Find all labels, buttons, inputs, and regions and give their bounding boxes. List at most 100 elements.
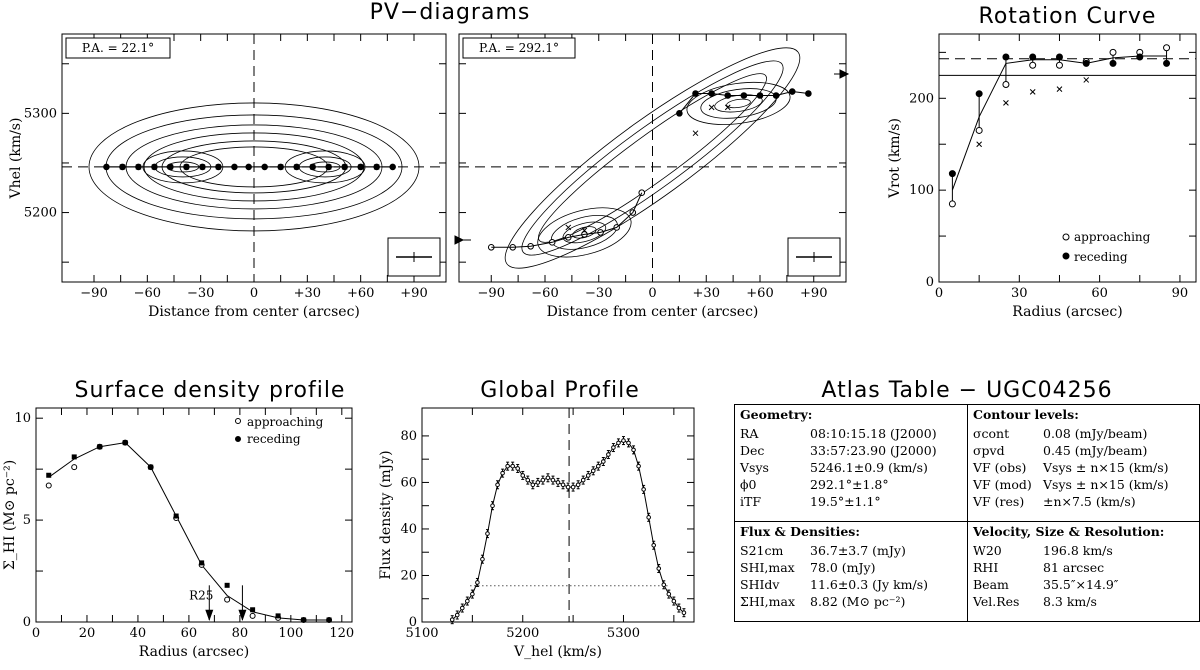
gp-point bbox=[515, 466, 521, 471]
gp-point bbox=[545, 475, 551, 481]
table-row: RA 08:10:15.18 (J2000) bbox=[740, 426, 937, 443]
velocity-heading: Velocity, Size & Resolution: bbox=[973, 524, 1165, 539]
pv2-curve bbox=[491, 192, 643, 248]
sd-legend-approaching: approaching bbox=[247, 415, 324, 429]
rot-receding-point bbox=[1109, 59, 1117, 67]
rot-approaching-point bbox=[975, 126, 983, 134]
rot-approaching-point bbox=[948, 200, 956, 208]
x-tick-label: 0 bbox=[648, 286, 656, 301]
sd-r25-arrowhead bbox=[205, 609, 214, 621]
gp-point bbox=[550, 477, 556, 483]
atlas-table: Geometry: RA 08:10:15.18 (J2000) Dec 33:57:… bbox=[734, 404, 1200, 622]
y-tick-label: 5 bbox=[23, 513, 31, 528]
gp-point bbox=[510, 463, 515, 469]
x-tick-label: +60 bbox=[746, 286, 773, 301]
sd-approaching-point bbox=[71, 464, 78, 471]
rot-approaching-point bbox=[1029, 61, 1037, 69]
table-divider-horizontal bbox=[735, 521, 1199, 522]
table-row: SHI,max 78.0 (mJy) bbox=[740, 560, 928, 577]
rot-receding-point bbox=[1002, 53, 1010, 61]
table-row: ΣHI,max 8.82 (M⊙ pc⁻²) bbox=[740, 594, 928, 611]
rot-cross-point bbox=[1029, 89, 1036, 95]
row-value: ±n×7.5 (km/s) bbox=[1043, 494, 1136, 509]
x-tick-label: −30 bbox=[187, 286, 214, 301]
x-tick-label: 5300 bbox=[607, 626, 640, 641]
row-value: 8.3 km/s bbox=[1043, 594, 1097, 609]
rot-cross-point bbox=[1056, 86, 1063, 92]
gp-point bbox=[570, 484, 576, 490]
row-value: 11.6±0.3 (Jy km/s) bbox=[810, 577, 929, 592]
pv2-receding-arrow bbox=[834, 69, 850, 79]
gp-point bbox=[555, 480, 561, 485]
rot-receding-point bbox=[1055, 53, 1063, 61]
flux-heading: Flux & Densities: bbox=[740, 524, 860, 539]
atlas-table-title: Atlas Table − UGC04256 bbox=[821, 378, 1113, 403]
table-row: σpvd 0.45 (mJy/beam) bbox=[973, 443, 1169, 460]
y-tick-label: 60 bbox=[400, 475, 417, 490]
y-tick-label: 20 bbox=[400, 568, 417, 583]
velocity-section: Velocity, Size & Resolution: W20 196.8 km… bbox=[968, 522, 1164, 611]
x-tick-label: 5100 bbox=[405, 626, 438, 641]
x-tick-label: +60 bbox=[347, 286, 374, 301]
table-row: SHIdv 11.6±0.3 (Jy km/s) bbox=[740, 577, 928, 594]
rot-approaching-point bbox=[1109, 48, 1117, 56]
sd-receding-point bbox=[275, 613, 281, 619]
gp-point bbox=[646, 515, 651, 520]
gp-profile-curve bbox=[451, 440, 685, 621]
geometry-rows: RA 08:10:15.18 (J2000) Dec 33:57:23.90 (J20… bbox=[740, 426, 937, 511]
gp-point bbox=[651, 542, 657, 548]
gp-point bbox=[636, 463, 641, 469]
pv1-y-axis-label: Vhel (km/s) bbox=[8, 118, 24, 200]
row-key: σpvd bbox=[973, 443, 1005, 458]
gp-point bbox=[560, 482, 566, 488]
table-divider-vertical bbox=[967, 405, 968, 621]
sd-receding-point bbox=[46, 472, 52, 478]
row-value: Vsys ± n×15 (km/s) bbox=[1043, 477, 1169, 492]
y-tick-label: 10 bbox=[14, 411, 31, 426]
rot-cross-point bbox=[1083, 77, 1090, 83]
table-row: VF (res) ±n×7.5 (km/s) bbox=[973, 494, 1169, 511]
rot-y-axis-label: Vrot (km/s) bbox=[887, 118, 903, 199]
gp-point bbox=[490, 503, 495, 508]
gp-point bbox=[459, 605, 465, 611]
gp-point bbox=[601, 459, 606, 464]
table-row: VF (obs) Vsys ± n×15 (km/s) bbox=[973, 460, 1169, 477]
row-key: VF (obs) bbox=[973, 460, 1027, 475]
x-tick-label: 0 bbox=[935, 286, 943, 301]
surface-density-title: Surface density profile bbox=[74, 378, 346, 403]
row-key: VF (mod) bbox=[973, 477, 1032, 492]
x-tick-label: 60 bbox=[1091, 286, 1108, 301]
rot-cross-point bbox=[1003, 100, 1009, 106]
sd-y-axis-label: Σ_HI (M⊙ pc⁻²) bbox=[2, 460, 18, 570]
pv2-approaching-arrow bbox=[454, 235, 471, 245]
sd-approaching-point bbox=[45, 482, 52, 489]
sd-r25-label: R25 bbox=[189, 589, 213, 603]
rot-receding-point bbox=[1163, 59, 1171, 67]
pv2-cross bbox=[581, 227, 588, 234]
row-key: VF (res) bbox=[973, 494, 1025, 509]
row-value: 8.82 (M⊙ pc⁻²) bbox=[810, 594, 906, 609]
table-row: S21cm 36.7±3.7 (mJy) bbox=[740, 543, 928, 560]
y-tick-label: 40 bbox=[400, 522, 417, 537]
gp-point bbox=[449, 617, 455, 622]
row-value: 81 arcsec bbox=[1043, 560, 1105, 575]
x-tick-label: 0 bbox=[250, 286, 258, 301]
geometry-heading: Geometry: bbox=[740, 407, 813, 422]
pv1-x-axis-label: Distance from center (arcsec) bbox=[148, 304, 360, 320]
row-key: RHI bbox=[973, 560, 999, 575]
gp-point bbox=[485, 531, 490, 536]
pv2-contour bbox=[562, 221, 607, 244]
y-tick-label: 80 bbox=[400, 429, 417, 444]
row-value: Vsys ± n×15 (km/s) bbox=[1043, 460, 1169, 475]
gp-point bbox=[535, 480, 541, 485]
rot-legend-receding: receding bbox=[1074, 250, 1128, 264]
gp-point bbox=[666, 591, 672, 597]
row-value: 08:10:15.18 (J2000) bbox=[810, 426, 937, 441]
rot-model-curve bbox=[951, 55, 1167, 191]
row-value: 292.1°±1.8° bbox=[810, 477, 889, 492]
row-key: RA bbox=[740, 426, 759, 441]
y-tick-label: 5300 bbox=[24, 106, 57, 121]
sd-receding-point bbox=[173, 513, 179, 519]
pv2-label-box bbox=[462, 37, 576, 59]
